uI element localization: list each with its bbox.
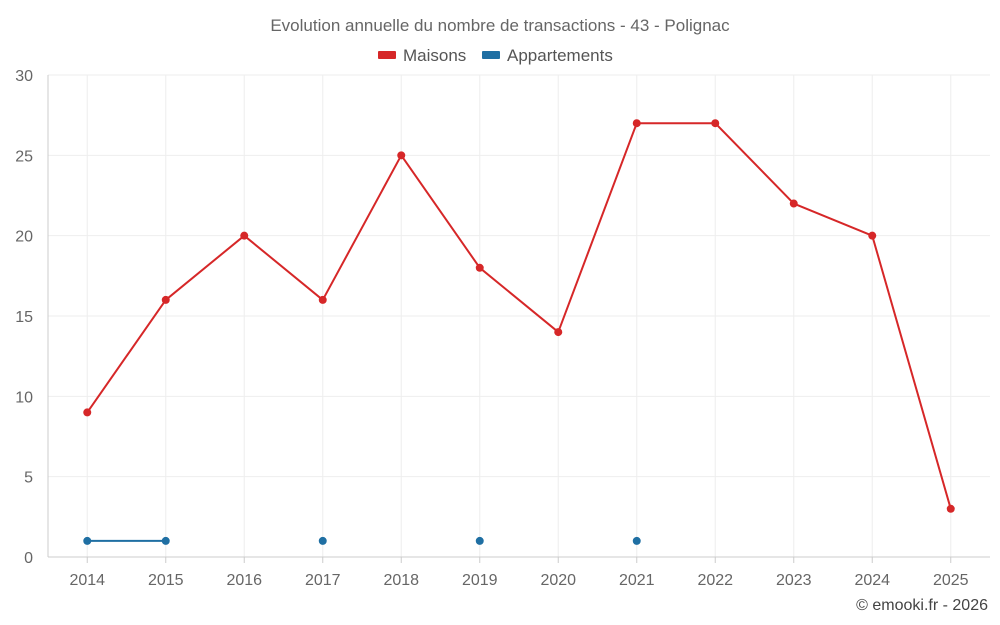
grid xyxy=(48,74,990,557)
data-point-maisons[interactable] xyxy=(318,295,327,304)
x-tick-label: 2023 xyxy=(776,572,812,589)
series-maisons xyxy=(83,119,955,513)
data-point-maisons[interactable] xyxy=(240,231,249,240)
x-tick-label: 2024 xyxy=(854,572,890,589)
y-tick-label: 0 xyxy=(24,550,33,567)
data-point-maisons[interactable] xyxy=(789,199,798,208)
legend-label-appartements: Appartements xyxy=(507,46,613,65)
chart-title: Evolution annuelle du nombre de transact… xyxy=(270,16,730,35)
data-point-maisons[interactable] xyxy=(83,408,92,417)
data-point-maisons[interactable] xyxy=(711,119,720,128)
y-tick-label: 10 xyxy=(15,389,33,406)
x-tick-label: 2018 xyxy=(383,572,419,589)
series-group xyxy=(83,119,955,545)
data-point-maisons[interactable] xyxy=(161,295,170,304)
legend-item-appartements[interactable]: Appartements xyxy=(482,46,613,65)
data-point-appartements[interactable] xyxy=(475,536,484,545)
y-tick-label: 25 xyxy=(15,148,33,165)
x-tick-label: 2017 xyxy=(305,572,341,589)
legend-swatch-maisons xyxy=(378,51,396,59)
data-point-maisons[interactable] xyxy=(632,119,641,128)
x-tick-label: 2016 xyxy=(226,572,262,589)
series-appartements xyxy=(83,536,641,545)
data-point-appartements[interactable] xyxy=(161,536,170,545)
y-tick-label: 5 xyxy=(24,470,33,487)
x-tick-label: 2022 xyxy=(697,572,733,589)
y-tick-label: 20 xyxy=(15,229,33,246)
legend-label-maisons: Maisons xyxy=(403,46,466,65)
data-point-appartements[interactable] xyxy=(632,536,641,545)
legend[interactable]: Maisons Appartements xyxy=(378,46,613,65)
data-point-maisons[interactable] xyxy=(554,328,563,337)
x-axis: 2014 2015 2016 2017 2018 2019 2020 2021 2022 2023… xyxy=(48,556,990,589)
credit-text[interactable]: © emooki.fr - 2026 xyxy=(856,597,988,614)
x-tick-label: 2021 xyxy=(619,572,655,589)
data-point-maisons[interactable] xyxy=(946,504,955,513)
legend-swatch-appartements xyxy=(482,51,500,59)
y-tick-label: 15 xyxy=(15,309,33,326)
data-point-appartements[interactable] xyxy=(83,536,92,545)
series-line-maisons xyxy=(86,122,952,510)
data-point-maisons[interactable] xyxy=(475,263,484,272)
y-tick-label: 30 xyxy=(15,68,33,85)
data-point-maisons[interactable] xyxy=(397,151,406,160)
x-tick-label: 2019 xyxy=(462,572,498,589)
x-tick-label: 2020 xyxy=(540,572,576,589)
data-point-maisons[interactable] xyxy=(868,231,877,240)
data-point-appartements[interactable] xyxy=(318,536,327,545)
x-tick-label: 2014 xyxy=(69,572,105,589)
y-axis: 0 5 10 15 20 25 30 xyxy=(15,68,49,567)
x-tick-label: 2015 xyxy=(148,572,184,589)
x-tick-label: 2025 xyxy=(933,572,969,589)
legend-item-maisons[interactable]: Maisons xyxy=(378,46,466,65)
